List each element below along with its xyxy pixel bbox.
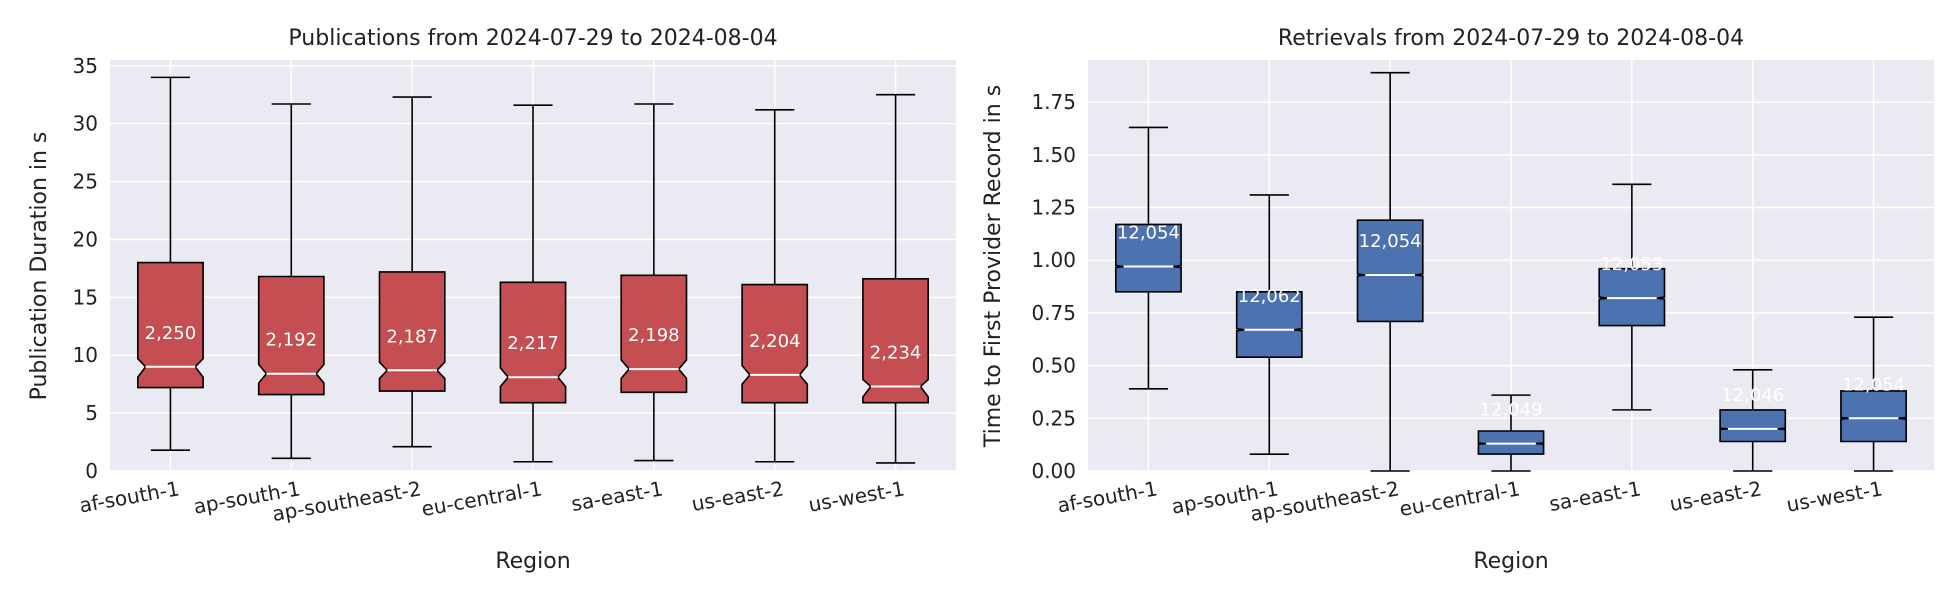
publications-count-label: 2,204 <box>749 331 801 352</box>
publications-count-label: 2,250 <box>145 323 197 344</box>
publications-xlabel: Region <box>495 549 570 574</box>
retrievals-y-tick-label: 0.50 <box>1031 354 1076 378</box>
retrievals-box <box>1356 219 1424 323</box>
publications-panel: Publications from 2024-07-29 to 2024-08-… <box>27 26 956 574</box>
retrievals-ylabel: Time to First Provider Record in s <box>981 85 1006 448</box>
retrievals-y-tick-label: 0.25 <box>1031 406 1076 430</box>
retrievals-x-tick-label: us-east-2 <box>1668 476 1764 516</box>
retrievals-box <box>1115 223 1182 293</box>
publications-box <box>499 281 567 404</box>
retrievals-count-label: 12,046 <box>1721 385 1784 406</box>
publications-y-tick-label: 0 <box>85 459 98 483</box>
retrievals-box <box>1719 409 1787 443</box>
retrievals-box <box>1235 290 1303 359</box>
retrievals-y-tick-label: 1.50 <box>1031 143 1076 167</box>
publications-box <box>741 283 809 404</box>
retrievals-count-label: 12,053 <box>1600 254 1663 275</box>
publications-y-tick-label: 15 <box>73 285 98 309</box>
retrievals-y-tick-label: 0.75 <box>1031 301 1076 325</box>
retrievals-box <box>1840 390 1907 443</box>
publications-box <box>257 275 325 396</box>
publications-x-tick-label: eu-central-1 <box>420 476 544 521</box>
publications-box <box>378 271 446 392</box>
publications-y-tick-label: 30 <box>73 112 98 136</box>
publications-count-label: 2,192 <box>266 330 318 351</box>
retrievals-box <box>1477 430 1545 455</box>
publications-y-tick-label: 35 <box>73 54 98 78</box>
publications-box <box>862 277 930 404</box>
publications-box <box>620 274 688 394</box>
retrievals-y-tick-label: 0.00 <box>1031 459 1076 483</box>
publications-x-tick-label: us-east-2 <box>690 476 786 516</box>
retrievals-xlabel: Region <box>1473 549 1548 574</box>
publications-y-tick-label: 25 <box>73 170 98 194</box>
retrievals-count-label: 12,054 <box>1359 231 1422 252</box>
publications-count-label: 2,234 <box>870 342 922 363</box>
retrievals-count-label: 12,049 <box>1480 400 1543 421</box>
publications-count-label: 2,187 <box>386 326 438 347</box>
retrievals-count-label: 12,054 <box>1842 374 1905 395</box>
retrievals-panel: Retrievals from 2024-07-29 to 2024-08-04… <box>981 26 1934 574</box>
publications-y-tick-label: 5 <box>85 401 98 425</box>
retrievals-y-tick-label: 1.00 <box>1031 248 1076 272</box>
publications-y-tick-label: 10 <box>73 343 98 367</box>
publications-ylabel: Publication Duration in s <box>27 132 52 401</box>
publications-count-label: 2,198 <box>628 325 680 346</box>
publications-x-tick-label: us-west-1 <box>807 476 907 517</box>
publications-y-tick-label: 20 <box>73 227 98 251</box>
publications-box <box>137 261 204 389</box>
retrievals-y-tick-label: 1.25 <box>1031 196 1076 220</box>
publications-x-tick-label: sa-east-1 <box>569 476 664 516</box>
retrievals-x-tick-label: us-west-1 <box>1785 476 1885 517</box>
retrievals-y-tick-label: 1.75 <box>1031 90 1076 114</box>
retrievals-count-label: 12,054 <box>1117 223 1180 244</box>
publications-count-label: 2,217 <box>507 333 559 354</box>
retrievals-x-tick-label: eu-central-1 <box>1398 476 1522 521</box>
publications-title: Publications from 2024-07-29 to 2024-08-… <box>288 26 777 51</box>
retrievals-title: Retrievals from 2024-07-29 to 2024-08-04 <box>1278 26 1744 51</box>
retrievals-count-label: 12,062 <box>1238 286 1301 307</box>
retrievals-box <box>1598 267 1666 327</box>
retrievals-x-tick-label: sa-east-1 <box>1547 476 1642 516</box>
